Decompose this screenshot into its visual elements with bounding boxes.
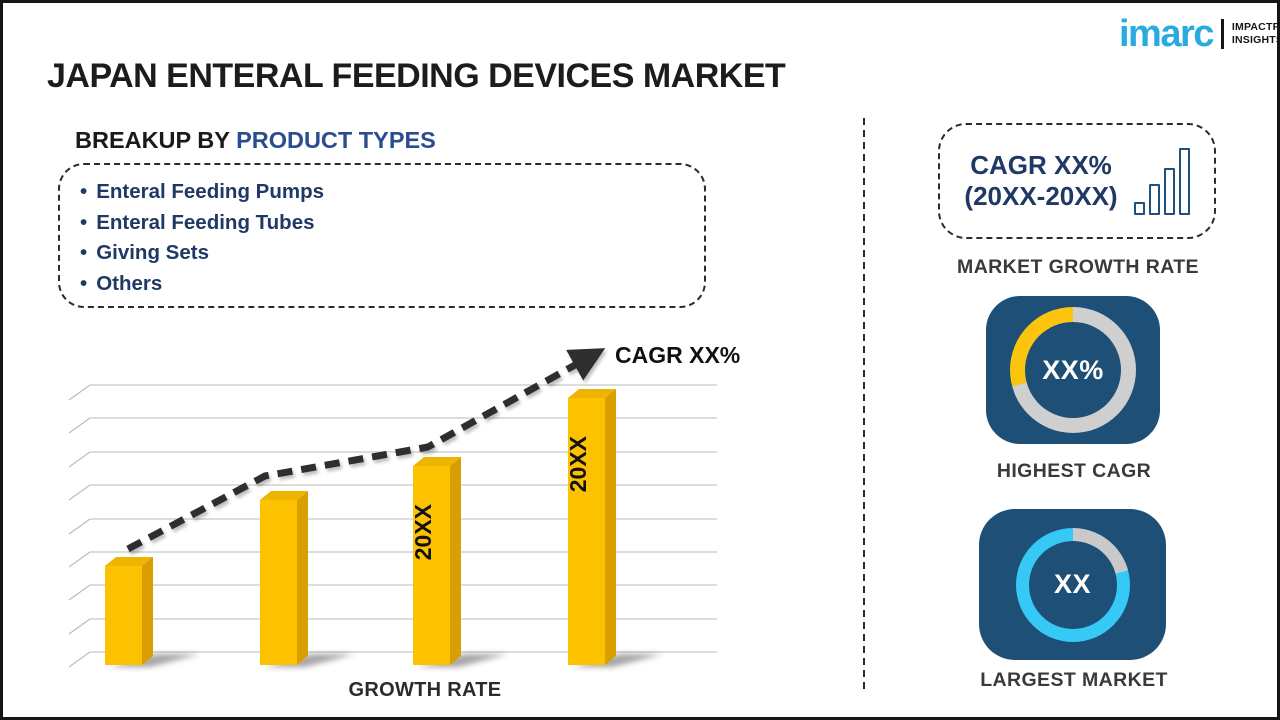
breakup-heading: BREAKUP BY PRODUCT TYPES — [75, 127, 436, 154]
highest-cagr-value: XX% — [1042, 354, 1104, 385]
logo-divider — [1220, 19, 1224, 49]
cagr-card-text: CAGR XX% (20XX-20XX) — [964, 150, 1117, 212]
list-item-label: Enteral Feeding Pumps — [96, 180, 325, 203]
largest-market-caption: LARGEST MARKET — [980, 669, 1168, 691]
largest-market-tile: XX — [979, 509, 1166, 660]
list-item: • Enteral Feeding Pumps — [80, 177, 694, 208]
bar-label: 20XX — [410, 503, 436, 560]
list-item: • Others — [80, 269, 694, 300]
highest-cagr-tile: XX% — [986, 296, 1160, 444]
product-types-box: • Enteral Feeding Pumps • Enteral Feedin… — [58, 163, 706, 308]
market-growth-rate-caption: MARKET GROWTH RATE — [957, 256, 1199, 278]
logo-tagline-line2: INSIGHTS — [1231, 34, 1280, 46]
cagr-card: CAGR XX% (20XX-20XX) — [938, 123, 1216, 239]
logo-tagline-line1: IMPACTFUL — [1231, 20, 1280, 33]
highest-cagr-donut: XX% — [1010, 307, 1136, 433]
highest-cagr-caption: HIGHEST CAGR — [996, 460, 1152, 482]
list-item-label: Others — [96, 271, 163, 295]
growth-bar-chart: 20XX 20XX — [68, 348, 717, 668]
list-item-label: Enteral Feeding Tubes — [96, 210, 315, 234]
bar-20xx-third: 20XX — [410, 457, 461, 665]
bar-label: 20XX — [565, 435, 591, 492]
list-item: • Giving Sets — [80, 238, 694, 269]
list-item-label: Giving Sets — [96, 241, 209, 264]
bullet-icon: • — [80, 271, 88, 295]
trend-arrow — [126, 348, 606, 553]
largest-market-value: XX — [1053, 569, 1092, 599]
cagr-card-line2: (20XX-20XX) — [964, 181, 1118, 211]
page-title: JAPAN ENTERAL FEEDING DEVICES MARKET — [47, 57, 786, 95]
section-divider — [863, 118, 865, 692]
bar-2019 — [105, 557, 153, 665]
largest-market-donut: XX — [1015, 527, 1130, 642]
bullet-icon: • — [80, 180, 88, 203]
donut-hole — [1025, 322, 1121, 418]
breakup-heading-prefix: BREAKUP BY — [75, 127, 237, 153]
breakup-heading-highlight: PRODUCT TYPES — [236, 127, 436, 153]
imarc-logo-wordmark: imarc — [1119, 13, 1214, 55]
cagr-card-line1: CAGR XX% — [970, 149, 1112, 180]
bullet-icon: • — [80, 210, 88, 234]
x-axis-label: GROWTH RATE — [348, 679, 502, 701]
bullet-icon: • — [80, 241, 88, 264]
list-item: • Enteral Feeding Tubes — [80, 208, 694, 239]
imarc-logo: imarc IMPACTFUL INSIGHTS — [1119, 15, 1280, 53]
bar-2020 — [260, 491, 308, 665]
logo-tagline: IMPACTFUL INSIGHTS — [1232, 21, 1280, 47]
trend-cagr-label: CAGR XX% — [615, 342, 741, 368]
donut-hole — [1028, 540, 1117, 629]
bar-20xx-fourth: 20XX — [565, 389, 616, 665]
bar-chart-icon — [1133, 147, 1190, 215]
gridlines — [68, 384, 717, 668]
